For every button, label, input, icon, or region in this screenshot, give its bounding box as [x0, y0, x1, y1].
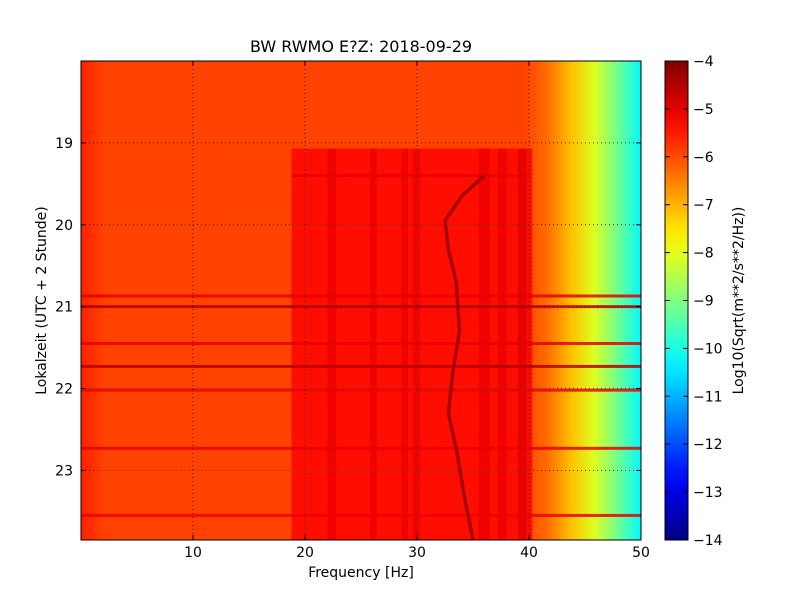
- colorbar-label: Log10(Sqrt(m**2/s**2/Hz)): [731, 207, 747, 395]
- y-axis-label: Lokalzeit (UTC + 2 Stunde): [34, 206, 50, 395]
- dark-row: [81, 341, 641, 345]
- x-tick-label: 40: [520, 545, 538, 561]
- y-axis: 19 20 21 22 23: [55, 136, 641, 479]
- dark-row: [81, 513, 641, 517]
- colorbar-tick-label: −10: [693, 341, 723, 357]
- dark-row: [81, 294, 641, 298]
- y-tick-label: 22: [55, 382, 73, 398]
- y-tick-label: 19: [55, 136, 73, 152]
- chart-title: BW RWMO E?Z: 2018-09-29: [250, 37, 472, 56]
- colorbar-tick-label: −9: [693, 294, 714, 310]
- x-tick-label: 30: [408, 545, 426, 561]
- x-axis: 10 20 30 40 50: [184, 61, 650, 561]
- y-tick-label: 21: [55, 300, 73, 316]
- colorbar: −4 −5 −6 −7 −8 −9 −10 −11 −12 −13 −14: [664, 54, 723, 549]
- x-tick-label: 10: [184, 545, 202, 561]
- colorbar-tick-label: −6: [693, 150, 714, 166]
- y-tick-label: 23: [55, 463, 73, 479]
- grid-lines: [81, 61, 641, 540]
- x-tick-label: 20: [296, 545, 314, 561]
- colorbar-tick-label: −4: [693, 54, 714, 70]
- y-tick-label: 20: [55, 218, 73, 234]
- colorbar-tick-label: −12: [693, 437, 723, 453]
- dark-row: [81, 364, 641, 368]
- x-tick-label: 50: [632, 545, 650, 561]
- colorbar-tick-label: −8: [693, 246, 714, 262]
- spectrogram-heatmap: [81, 61, 641, 541]
- colorbar-tick-label: −11: [693, 389, 723, 405]
- dark-row: [291, 174, 529, 178]
- colorbar-tick-label: −14: [693, 533, 723, 549]
- colorbar-tick-label: −7: [693, 198, 714, 214]
- x-axis-label: Frequency [Hz]: [308, 565, 414, 581]
- colorbar-tick-label: −13: [693, 485, 723, 501]
- dark-row: [81, 388, 641, 392]
- tonal-line: [443, 174, 486, 541]
- dark-row: [81, 446, 641, 450]
- colorbar-tick-label: −5: [693, 102, 714, 118]
- plot-frame: [80, 60, 642, 541]
